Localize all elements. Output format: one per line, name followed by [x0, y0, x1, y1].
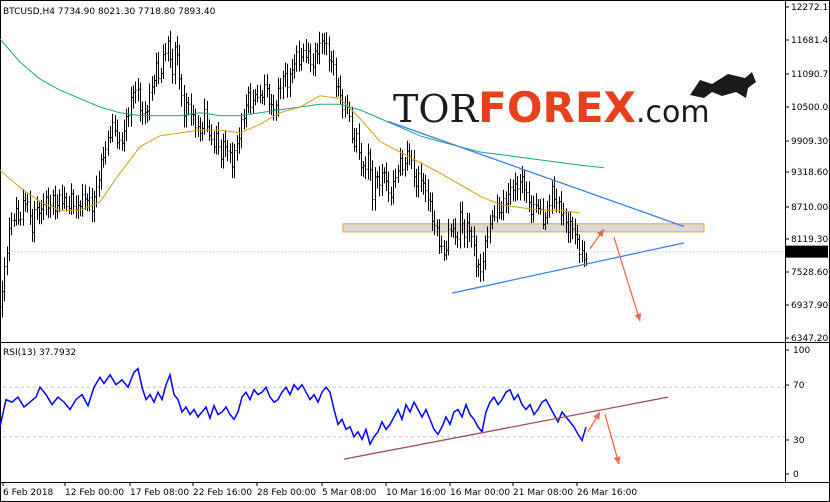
watermark-tor: TOR	[393, 87, 479, 131]
rsi-tick-label: 100	[793, 346, 810, 356]
rsi-arrow-2	[604, 414, 621, 465]
price-tick-label: 10500.00	[791, 103, 830, 113]
rsi-arrow-1	[587, 411, 601, 433]
price-arrow-1	[589, 228, 605, 249]
price-tick-label: 11090.70	[791, 70, 830, 80]
price-tick-label: 8710.00	[791, 203, 828, 213]
rsi-tick-label: 70	[793, 381, 805, 391]
current-price-tag-label: 7893.40	[789, 248, 826, 258]
watermark-forex: FOREX	[478, 83, 636, 132]
price-tick-label: 9909.30	[791, 137, 828, 147]
chart-header: BTCUSD,H4 7734.90 8021.30 7718.80 7893.4…	[3, 7, 216, 17]
time-tick-label: 16 Mar 00:00	[450, 488, 510, 498]
ma-fast-line	[0, 95, 581, 214]
rsi-trendline	[343, 396, 669, 460]
watermark-dot-com: .com	[636, 95, 710, 130]
rsi-arrow-2-shaft	[604, 414, 620, 465]
time-tick-label: 22 Feb 16:00	[193, 488, 252, 498]
current-price-tag	[786, 245, 828, 258]
candles	[1, 30, 588, 318]
price-tick-label: 11681.40	[791, 36, 830, 46]
rsi-arrow-2-head	[613, 456, 621, 465]
price-tick-label: 8119.30	[791, 235, 828, 245]
price-tick-label: 12272.10	[791, 3, 830, 13]
time-tick-label: 26 Mar 16:00	[577, 488, 637, 498]
time-tick-label: 12 Feb 00:00	[65, 488, 124, 498]
rsi-arrow-1-head	[593, 412, 600, 420]
price-arrow-2	[613, 237, 642, 322]
time-tick-label: 10 Mar 16:00	[386, 488, 446, 498]
price-tick-label: 6937.90	[791, 301, 828, 311]
price-arrow-2-head	[634, 313, 642, 322]
torforex-watermark: TORFOREX.com	[393, 72, 756, 132]
rsi-tick-label: 0	[793, 470, 799, 480]
lower-trendline	[451, 242, 685, 294]
time-tick-label: 21 Mar 08:00	[513, 488, 573, 498]
rsi-header: RSI(13) 37.7932	[3, 348, 76, 358]
watermark-text: TORFOREX.com	[393, 83, 710, 132]
upper-trendline	[387, 120, 685, 228]
price-arrow-1-head	[596, 229, 604, 238]
price-tick-label: 6347.20	[791, 334, 828, 344]
rsi-tick-label: 30	[793, 436, 805, 446]
rsi-line	[0, 367, 587, 447]
price-arrow-2-shaft	[613, 237, 641, 322]
price-tick-label: 9318.60	[791, 168, 828, 178]
time-tick-label: 28 Feb 00:00	[257, 488, 316, 498]
time-tick-label: 6 Feb 2018	[3, 488, 54, 498]
time-tick-label: 17 Feb 08:00	[130, 488, 189, 498]
bull-icon	[690, 72, 756, 98]
support-zone	[342, 223, 705, 233]
time-tick-label: 5 Mar 08:00	[322, 488, 377, 498]
price-tick-label: 7528.60	[791, 268, 828, 278]
